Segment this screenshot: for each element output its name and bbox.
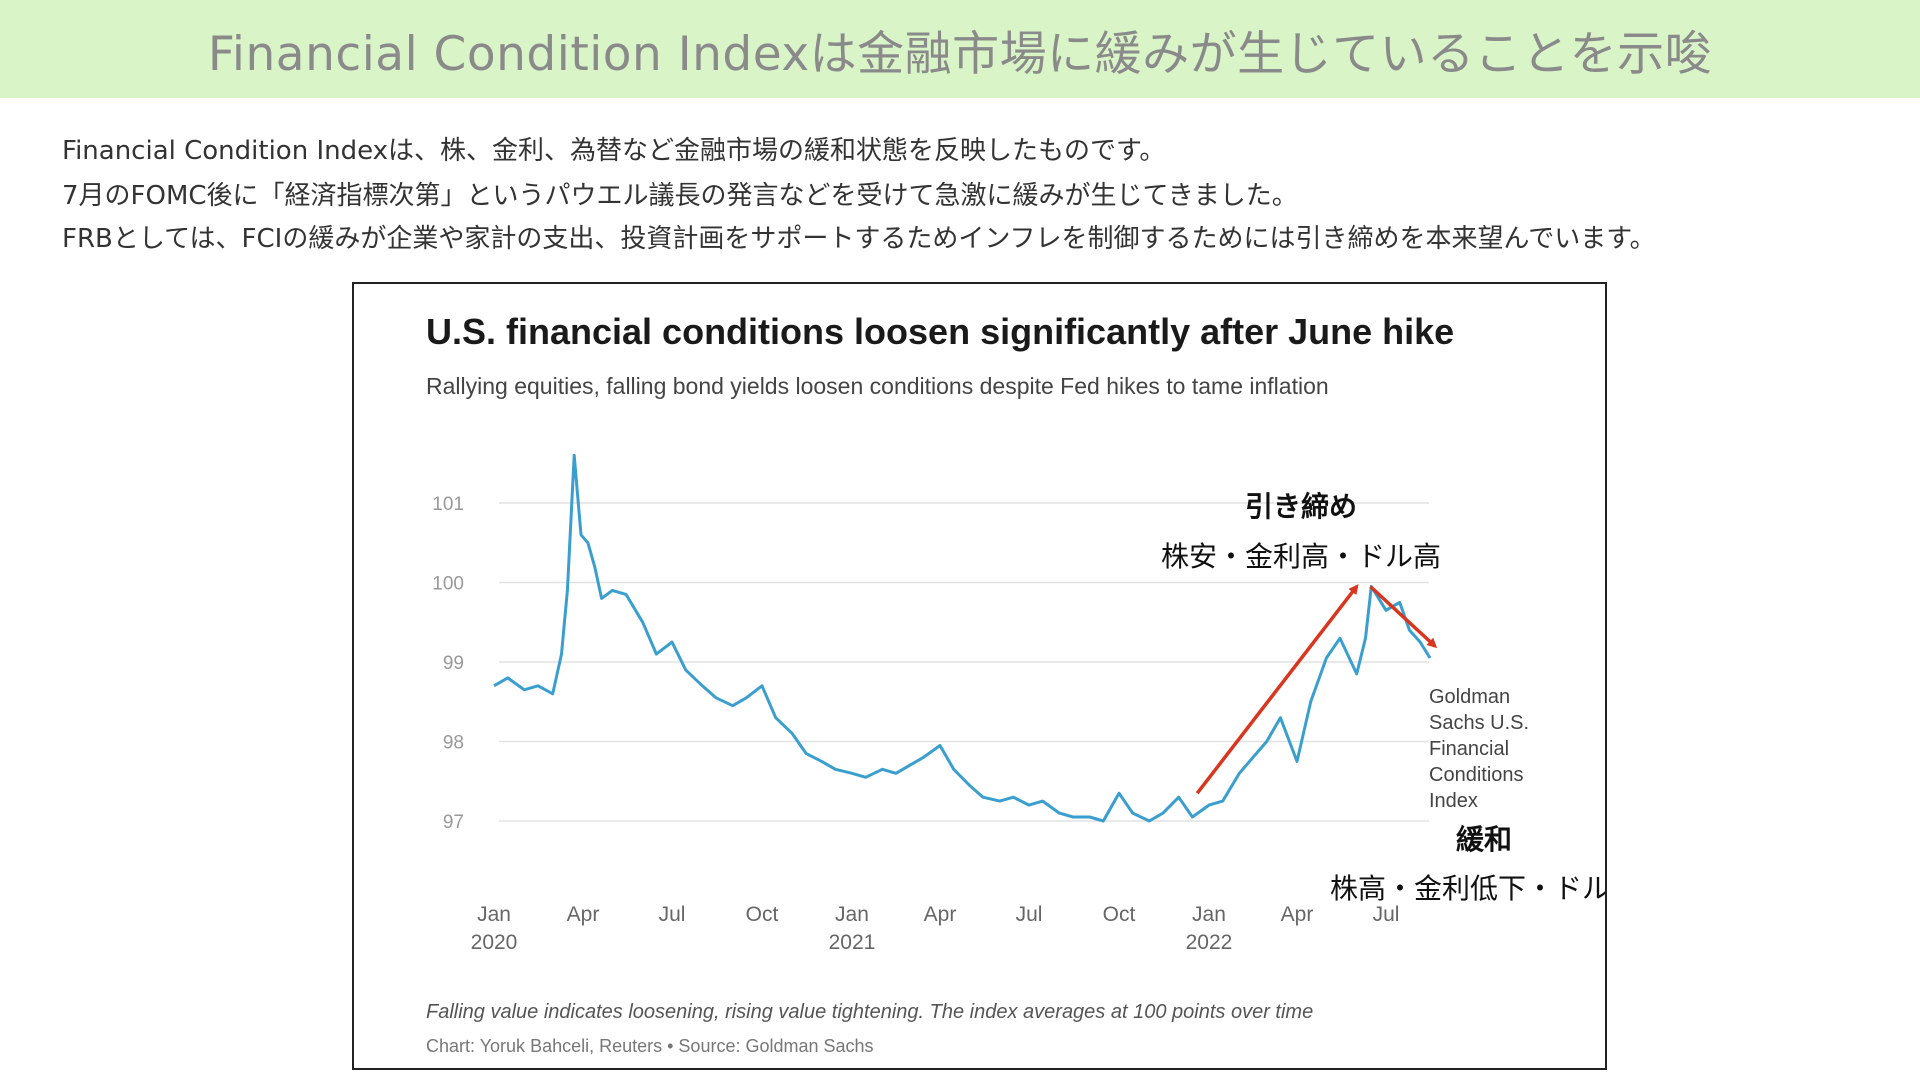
chart-title: U.S. financial conditions loosen signifi…: [426, 311, 1454, 352]
x-tick-label-9: Apr: [1281, 903, 1314, 926]
series-label-line-3: Conditions: [1429, 764, 1524, 786]
x-tick-sublabel-0: 2020: [471, 931, 518, 954]
chart-svg: U.S. financial conditions loosen signifi…: [426, 311, 1605, 1056]
series-label-line-2: Financial: [1429, 738, 1509, 760]
page-title: Financial Condition Indexは金融市場に緩みが生じているこ…: [207, 26, 1713, 82]
x-tick-label-2: Jul: [659, 903, 686, 926]
x-tick-label-7: Oct: [1103, 903, 1136, 926]
series-line-fci: [493, 453, 1432, 823]
x-tick-label-3: Oct: [746, 903, 779, 926]
intro-line-1: Financial Condition Indexは、株、金利、為替など金融市場…: [62, 136, 1166, 166]
intro-line-2: 7月のFOMC後に「経済指標次第」というパウエル議長の発言などを受けて急激に緩み…: [62, 181, 1298, 211]
title-banner: [0, 0, 1920, 98]
chart-credit: Chart: Yoruk Bahceli, Reuters • Source: …: [426, 1036, 874, 1056]
y-tick-label-97: 97: [443, 812, 464, 833]
annotation-arrows: [1195, 584, 1438, 795]
series-label: Goldman Sachs U.S. Financial Conditions Inde…: [1429, 686, 1529, 812]
series-label-line-0: Goldman: [1429, 686, 1510, 708]
x-tick-label-10: Jul: [1373, 903, 1400, 926]
x-tick-sublabel-8: 2022: [1186, 931, 1233, 954]
series-label-line-1: Sachs U.S.: [1429, 712, 1529, 734]
x-tick-label-1: Apr: [567, 903, 600, 926]
chart-frame: U.S. financial conditions loosen signifi…: [352, 282, 1607, 1070]
x-axis-ticks: Jan 2020 Apr Jul Oct Jan 2021 Apr Jul Oct Jan 2022 A…: [471, 903, 1400, 954]
y-tick-label-98: 98: [443, 733, 464, 754]
annotation-tighten-title: 引き締め: [1245, 490, 1357, 523]
chart-footnote: Falling value indicates loosening, risin…: [426, 1001, 1313, 1023]
annotation-arrow-0: [1195, 584, 1359, 795]
gridlines: [499, 502, 1429, 822]
annotation-arrow-1: [1369, 585, 1438, 649]
annotation-tighten-desc: 株安・金利高・ドル高: [1161, 540, 1441, 573]
annotation-loosen-desc: 株高・金利低下・ドル安: [1330, 872, 1605, 905]
x-tick-label-6: Jul: [1016, 903, 1043, 926]
annotation-loosen-title: 緩和: [1456, 823, 1512, 856]
x-tick-label-0: Jan: [477, 903, 511, 926]
y-axis-ticks: 97 98 99 100 101: [432, 494, 464, 833]
series-label-line-4: Index: [1429, 790, 1478, 812]
y-tick-label-100: 100: [432, 574, 464, 595]
x-tick-label-5: Apr: [924, 903, 957, 926]
y-tick-label-99: 99: [443, 653, 464, 674]
x-tick-sublabel-4: 2021: [829, 931, 876, 954]
chart-subtitle: Rallying equities, falling bond yields l…: [426, 373, 1329, 399]
intro-line-3-highlight: FRBとしては、FCIの緩みが企業や家計の支出、投資計画をサポートするためインフ…: [62, 224, 1656, 254]
x-tick-label-8: Jan: [1192, 903, 1226, 926]
x-tick-label-4: Jan: [835, 903, 869, 926]
y-tick-label-101: 101: [432, 494, 464, 515]
